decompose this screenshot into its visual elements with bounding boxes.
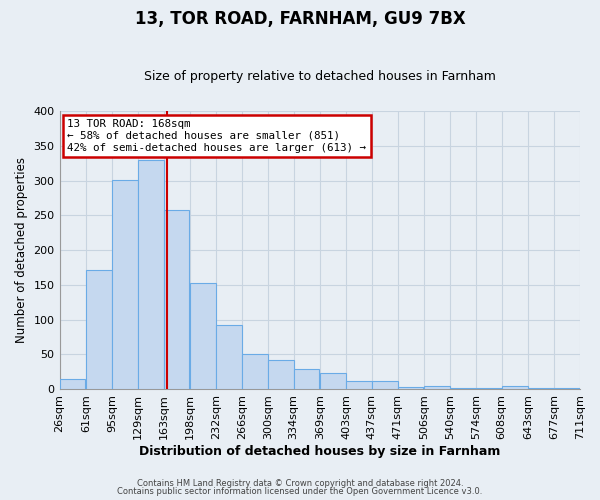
Text: 13, TOR ROAD, FARNHAM, GU9 7BX: 13, TOR ROAD, FARNHAM, GU9 7BX xyxy=(134,10,466,28)
Bar xyxy=(112,180,138,389)
Y-axis label: Number of detached properties: Number of detached properties xyxy=(15,157,28,343)
Bar xyxy=(164,210,190,389)
Bar xyxy=(216,325,242,389)
Bar xyxy=(346,380,372,389)
Bar xyxy=(554,388,580,389)
Bar xyxy=(268,360,293,389)
Bar xyxy=(372,382,398,389)
Bar xyxy=(293,369,319,389)
Bar xyxy=(242,354,268,389)
Bar xyxy=(476,388,502,389)
Bar xyxy=(59,378,85,389)
Bar xyxy=(398,387,424,389)
Bar xyxy=(190,282,216,389)
Bar xyxy=(424,386,450,389)
Bar xyxy=(450,388,476,389)
X-axis label: Distribution of detached houses by size in Farnham: Distribution of detached houses by size … xyxy=(139,444,500,458)
Bar xyxy=(86,270,112,389)
Title: Size of property relative to detached houses in Farnham: Size of property relative to detached ho… xyxy=(144,70,496,84)
Text: Contains public sector information licensed under the Open Government Licence v3: Contains public sector information licen… xyxy=(118,487,482,496)
Bar xyxy=(320,373,346,389)
Bar xyxy=(138,160,164,389)
Text: Contains HM Land Registry data © Crown copyright and database right 2024.: Contains HM Land Registry data © Crown c… xyxy=(137,478,463,488)
Text: 13 TOR ROAD: 168sqm
← 58% of detached houses are smaller (851)
42% of semi-detac: 13 TOR ROAD: 168sqm ← 58% of detached ho… xyxy=(67,120,367,152)
Bar xyxy=(529,388,554,389)
Bar xyxy=(502,386,527,389)
